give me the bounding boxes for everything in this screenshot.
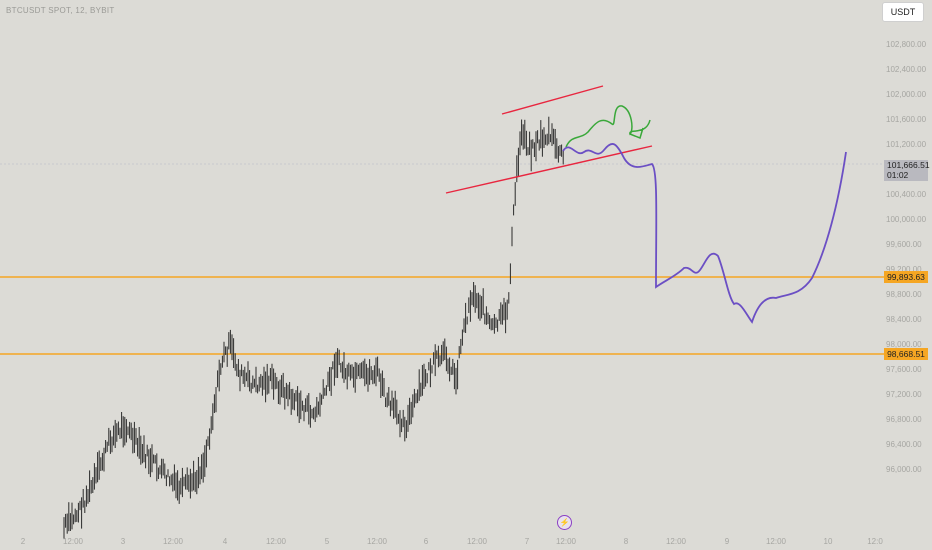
time-axis-label: 12:00	[555, 537, 577, 546]
time-axis-label: 12:00	[62, 537, 84, 546]
price-axis-label: 99,200.00	[886, 265, 922, 274]
time-axis-label: 12:00	[765, 537, 787, 546]
time-axis-label: 12:00	[162, 537, 184, 546]
price-axis-label: 102,800.00	[886, 40, 927, 49]
resistance-level-tag[interactable]: 99,893.63	[884, 271, 928, 283]
price-axis-label: 96,000.00	[886, 465, 922, 474]
time-axis-label: 7	[524, 537, 530, 546]
price-axis-label: 102,400.00	[886, 65, 927, 74]
time-axis-label: 12:0	[867, 537, 883, 546]
time-axis-label: 9	[724, 537, 730, 546]
price-axis-label: 98,000.00	[886, 340, 922, 349]
symbol-title: BTCUSDT SPOT, 12, BYBIT	[6, 6, 115, 15]
current-price-tag: 101,666.51 01:02	[884, 160, 930, 181]
time-axis-label: 6	[423, 537, 429, 546]
support-level-tag[interactable]: 98,668.51	[884, 348, 928, 360]
price-axis-label: 99,600.00	[886, 240, 922, 249]
price-axis-label: 96,800.00	[886, 415, 922, 424]
time-axis-label: 12:00	[265, 537, 287, 546]
projection-alt-path[interactable]	[565, 105, 651, 148]
price-axis-label: 98,800.00	[886, 290, 922, 299]
currency-button[interactable]: USDT	[882, 2, 924, 22]
price-axis-label: 102,000.00	[886, 90, 927, 99]
time-axis-label: 4	[222, 537, 228, 546]
time-axis-label: 12:00	[665, 537, 687, 546]
time-axis-label: 5	[324, 537, 330, 546]
price-axis-label: 98,400.00	[886, 315, 922, 324]
price-axis-label: 101,200.00	[886, 140, 927, 149]
price-axis-label: 100,400.00	[886, 190, 927, 199]
time-axis-label: 12:00	[466, 537, 488, 546]
lightning-icon[interactable]: ⚡	[557, 515, 572, 530]
price-axis-label: 97,200.00	[886, 390, 922, 399]
price-candles	[63, 116, 564, 539]
current-price-value: 101,666.51	[887, 160, 930, 170]
time-axis-label: 8	[623, 537, 629, 546]
projection-primary-path[interactable]	[562, 143, 847, 324]
channel-lower-line[interactable]	[445, 145, 653, 194]
price-axis-label: 96,400.00	[886, 440, 922, 449]
price-axis-label: 101,600.00	[886, 115, 927, 124]
time-axis-label: 3	[120, 537, 126, 546]
time-axis-label: 12:00	[366, 537, 388, 546]
price-axis-label: 97,600.00	[886, 365, 922, 374]
time-axis-label: 2	[20, 537, 26, 546]
time-axis-label: 10	[823, 537, 833, 546]
price-axis-label: 100,000.00	[886, 215, 927, 224]
candle-countdown: 01:02	[887, 170, 909, 180]
channel-upper-line[interactable]	[501, 85, 604, 115]
